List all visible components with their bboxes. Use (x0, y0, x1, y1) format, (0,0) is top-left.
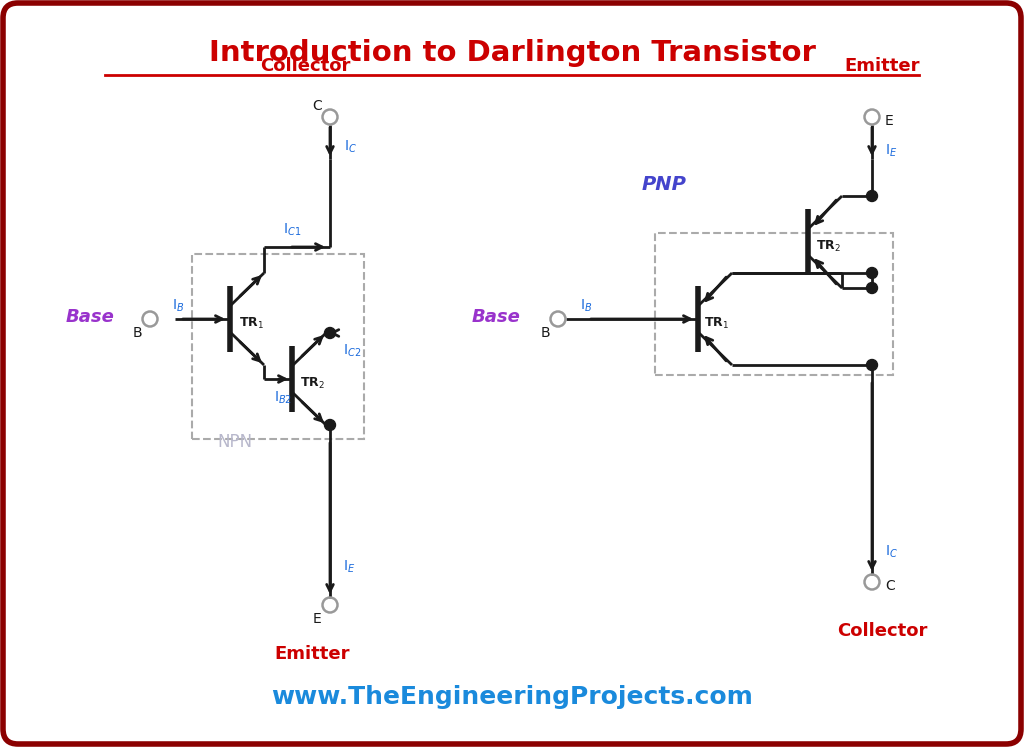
Text: Introduction to Darlington Transistor: Introduction to Darlington Transistor (209, 39, 815, 67)
Text: I$_{C1}$: I$_{C1}$ (283, 222, 301, 238)
Text: C: C (885, 579, 895, 593)
Text: Collector: Collector (260, 57, 350, 75)
Text: B: B (132, 326, 141, 340)
Text: TR$_1$: TR$_1$ (239, 315, 264, 331)
Text: PNP: PNP (642, 176, 687, 194)
Text: TR$_1$: TR$_1$ (705, 315, 729, 331)
Circle shape (866, 267, 878, 279)
Text: I$_B$: I$_B$ (172, 298, 184, 314)
Text: I$_C$: I$_C$ (344, 139, 357, 155)
Text: B: B (541, 326, 550, 340)
Text: I$_B$: I$_B$ (580, 298, 592, 314)
Circle shape (866, 359, 878, 371)
Text: E: E (885, 114, 894, 128)
Text: C: C (312, 99, 322, 113)
Text: I$_{C2}$: I$_{C2}$ (343, 343, 361, 359)
Text: I$_E$: I$_E$ (343, 559, 355, 575)
Text: TR$_2$: TR$_2$ (816, 238, 841, 253)
Bar (655, 233, 893, 375)
Text: Base: Base (472, 308, 520, 326)
Text: www.TheEngineeringProjects.com: www.TheEngineeringProjects.com (271, 685, 753, 709)
Text: Base: Base (66, 308, 115, 326)
Circle shape (866, 190, 878, 202)
Circle shape (325, 420, 336, 430)
Text: Emitter: Emitter (274, 645, 350, 663)
Text: NPN: NPN (217, 433, 253, 451)
Text: E: E (312, 612, 322, 626)
Text: Emitter: Emitter (844, 57, 920, 75)
Text: I$_{B2}$: I$_{B2}$ (274, 390, 292, 406)
Text: I$_E$: I$_E$ (885, 143, 897, 159)
Circle shape (866, 282, 878, 294)
Text: Collector: Collector (837, 622, 927, 640)
FancyBboxPatch shape (3, 3, 1021, 744)
Text: TR$_2$: TR$_2$ (300, 376, 325, 391)
Bar (193, 254, 364, 439)
Text: I$_C$: I$_C$ (885, 544, 898, 560)
Circle shape (325, 327, 336, 338)
